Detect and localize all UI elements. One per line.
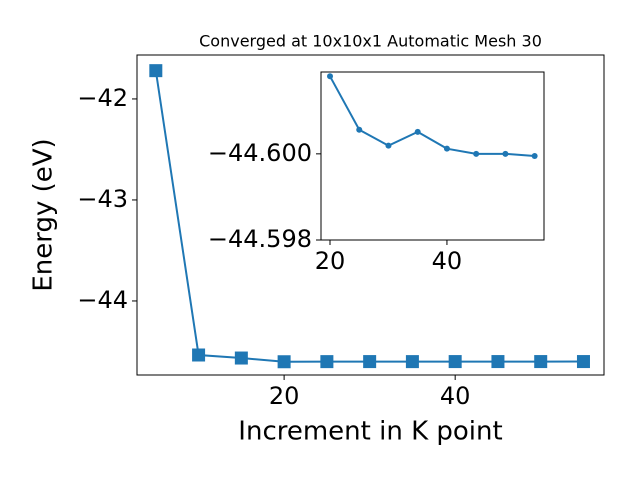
x-tick-label: 20	[315, 247, 346, 275]
marker	[149, 64, 163, 78]
data-line	[329, 75, 535, 157]
marker	[234, 351, 248, 365]
y-tick-label: −44	[77, 286, 128, 314]
marker	[327, 73, 334, 80]
y-tick-label: −44.598	[208, 225, 312, 253]
marker	[502, 150, 509, 157]
axes-frame	[136, 54, 605, 376]
x-tick-label: 40	[432, 247, 463, 275]
marker	[473, 150, 480, 157]
marker	[491, 355, 505, 369]
x-axis-label: Increment in K point	[238, 417, 502, 447]
marker	[443, 145, 450, 152]
y-tick-label: −44.600	[208, 139, 312, 167]
marker	[576, 355, 590, 369]
axes-frame	[320, 71, 545, 241]
x-tick-label: 20	[269, 382, 300, 410]
marker	[385, 142, 392, 149]
y-axis-label: Energy (eV)	[29, 138, 59, 291]
y-tick-label: −43	[77, 185, 128, 213]
plot-area	[321, 72, 544, 240]
marker	[356, 126, 363, 133]
marker	[320, 355, 334, 369]
marker	[277, 355, 291, 369]
marker	[534, 355, 548, 369]
marker	[531, 153, 538, 159]
marker	[192, 348, 206, 362]
y-tick-label: −42	[77, 84, 128, 112]
marker	[405, 355, 419, 369]
marker	[363, 355, 377, 369]
marker	[448, 355, 462, 369]
marker	[414, 128, 421, 135]
x-tick-label: 40	[440, 382, 471, 410]
chart-title: Converged at 10x10x1 Automatic Mesh 30	[199, 32, 542, 51]
